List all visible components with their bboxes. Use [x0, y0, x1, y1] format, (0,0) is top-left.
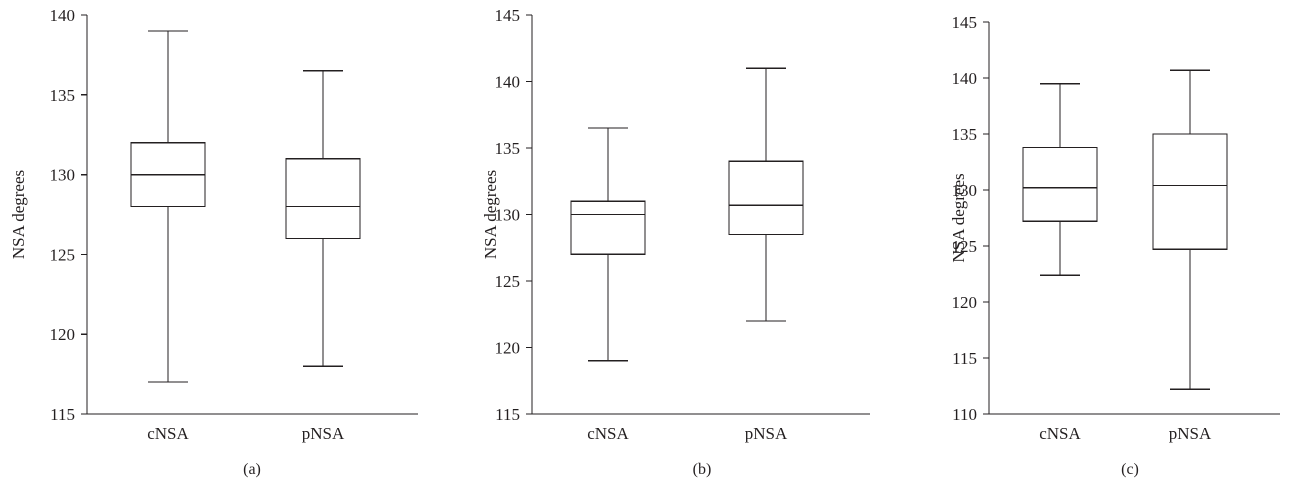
y-tick-label: 130: [952, 181, 978, 200]
x-tick-label: cNSA: [1039, 424, 1081, 443]
y-axis-label: NSA degrees: [9, 170, 28, 259]
x-tick-label: cNSA: [147, 424, 189, 443]
y-tick-label: 145: [495, 6, 521, 25]
box-pNSA: [285, 70, 361, 367]
panel-label: (b): [693, 461, 712, 478]
y-tick-label: 145: [952, 13, 978, 32]
box-cNSA: [130, 30, 206, 383]
iqr-box: [570, 200, 646, 256]
iqr-box: [1022, 146, 1098, 223]
panel-label: (c): [1121, 461, 1139, 478]
panel-c: 110 115 120 125 130 135 140 145 NSA degrees cNSA p…: [949, 13, 1280, 478]
x-tick-label: cNSA: [587, 424, 629, 443]
x-tick-label: pNSA: [745, 424, 788, 443]
x-tick-label: pNSA: [302, 424, 345, 443]
box-pNSA: [728, 67, 804, 322]
y-tick-label: 125: [495, 272, 521, 291]
y-tick-label: 115: [952, 349, 977, 368]
box-cNSA: [570, 127, 646, 362]
y-tick-label: 120: [50, 325, 76, 344]
iqr-box: [728, 160, 804, 236]
y-tick-label: 125: [952, 237, 978, 256]
y-tick-label: 125: [50, 245, 76, 264]
y-tick-label: 140: [50, 6, 76, 25]
y-tick-label: 130: [495, 206, 521, 225]
panel-label: (a): [243, 461, 261, 478]
y-tick-label: 115: [495, 405, 520, 424]
panel-b: 115 120 125 130 135 140 145 NSA degrees cNSA pNSA…: [481, 6, 870, 478]
y-tick-label: 120: [952, 293, 978, 312]
y-tick-label: 115: [50, 405, 75, 424]
y-tick-label: 110: [952, 405, 977, 424]
y-tick-label: 140: [495, 73, 521, 92]
iqr-box: [285, 157, 361, 240]
y-tick-label: 135: [952, 125, 978, 144]
x-tick-label: pNSA: [1169, 424, 1212, 443]
y-tick-label: 130: [50, 166, 76, 185]
box-cNSA: [1022, 82, 1098, 276]
y-tick-label: 135: [50, 86, 76, 105]
y-tick-label: 140: [952, 69, 978, 88]
box-pNSA: [1152, 69, 1228, 391]
y-tick-label: 135: [495, 139, 521, 158]
iqr-box: [1152, 133, 1228, 251]
y-axis-label: NSA degrees: [481, 170, 500, 259]
y-tick-label: 120: [495, 339, 521, 358]
panel-a: 115 120 125 130 135 140 NSA degrees cNSA pNSA (a): [9, 6, 418, 478]
y-axis-label: NSA degrees: [949, 173, 968, 262]
